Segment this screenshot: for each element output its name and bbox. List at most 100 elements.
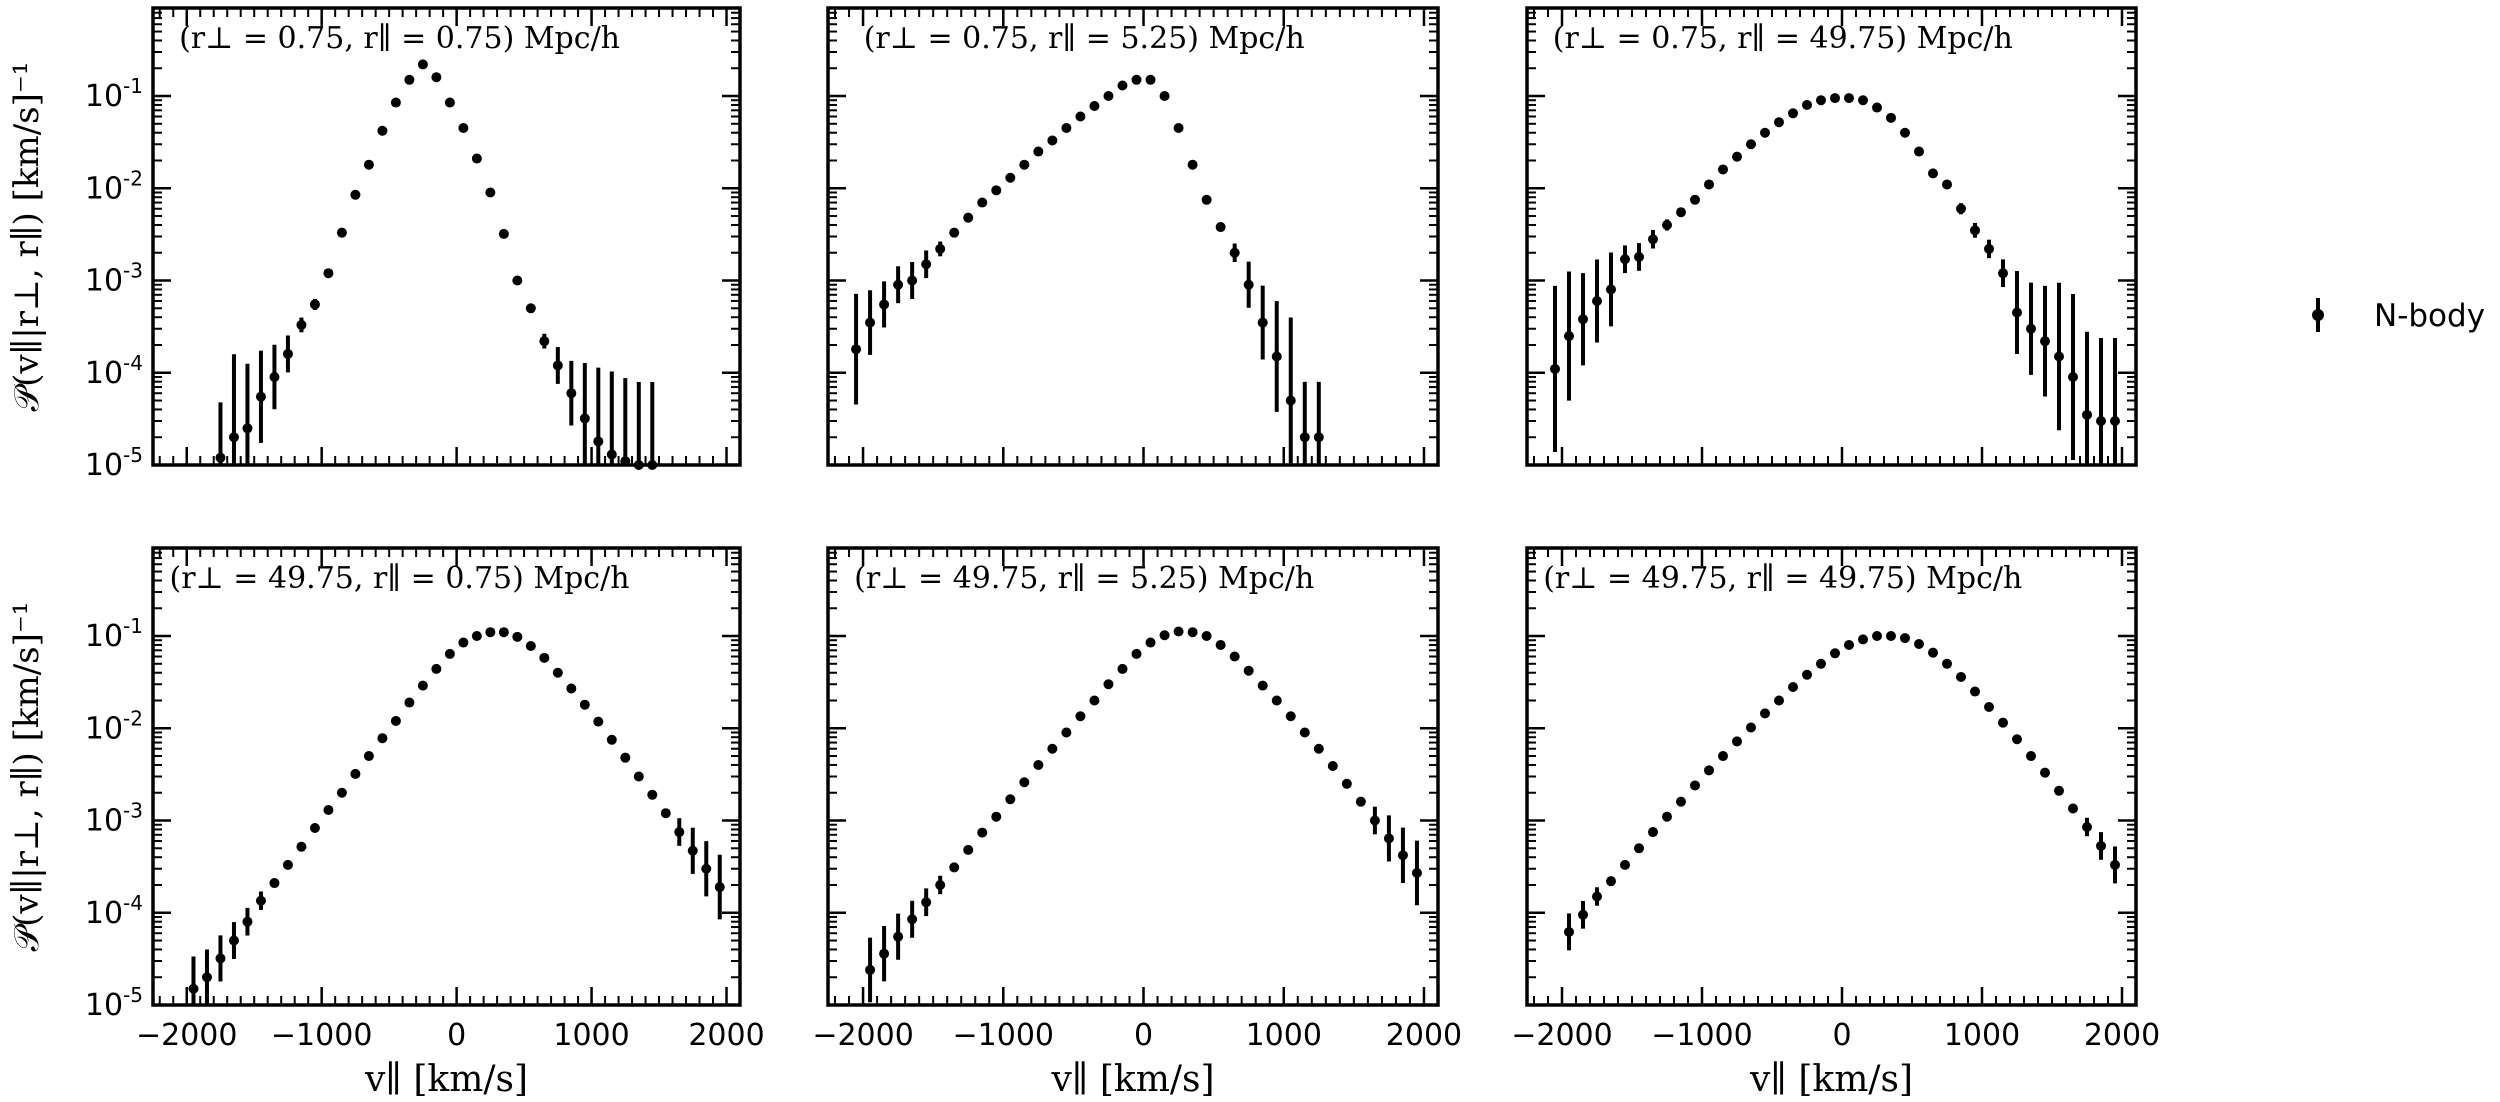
marker <box>1928 168 1938 179</box>
marker <box>1271 351 1282 362</box>
marker <box>714 882 725 893</box>
axes-frame <box>826 546 1440 1007</box>
data-point <box>1704 179 1714 190</box>
data-point <box>323 805 334 816</box>
marker <box>215 953 226 964</box>
data-point <box>1187 159 1198 170</box>
data-point <box>1033 146 1044 157</box>
data-point <box>390 97 401 108</box>
marker <box>1704 179 1714 190</box>
marker <box>579 699 590 710</box>
data-point <box>687 827 698 874</box>
y-tick-label: 10-5 <box>85 983 143 1023</box>
data-point <box>1704 765 1714 776</box>
data-point <box>363 159 374 170</box>
data-point <box>512 631 523 642</box>
marker <box>701 863 712 874</box>
marker <box>1145 637 1156 648</box>
data-point <box>1886 112 1896 123</box>
marker <box>1732 736 1742 747</box>
data-point <box>1229 651 1240 662</box>
marker <box>377 733 388 744</box>
data-point <box>1816 658 1826 669</box>
data-point <box>1159 91 1170 102</box>
marker <box>1662 811 1672 822</box>
marker <box>1648 827 1658 838</box>
marker <box>1355 796 1366 807</box>
marker <box>921 897 932 908</box>
data-point <box>977 827 988 838</box>
marker <box>1942 658 1952 669</box>
legend-label: N-body <box>2374 298 2485 334</box>
x-tick-label: −1000 <box>271 1018 372 1053</box>
data-point <box>1019 777 1030 788</box>
x-tick-label: −2000 <box>1511 1018 1612 1053</box>
data-point <box>1047 743 1058 754</box>
marker <box>1858 95 1868 106</box>
marker <box>2068 803 2078 814</box>
marker <box>1229 651 1240 662</box>
data-point <box>1285 317 1296 465</box>
panel-4: −2000 −1000 0 1000 2000 (r⊥ = 49.75, r∥ = 5.2… <box>812 546 1462 1100</box>
marker <box>363 159 374 170</box>
data-point <box>2054 282 2064 431</box>
data-point <box>1201 631 1212 642</box>
marker <box>633 771 644 782</box>
y-tick-label: 10-3 <box>85 259 143 299</box>
marker <box>1718 164 1728 175</box>
marker <box>949 862 960 873</box>
marker <box>1075 711 1086 722</box>
marker <box>2040 336 2050 347</box>
y-tick-label: 10-1 <box>85 614 143 654</box>
data-point <box>1676 796 1686 807</box>
data-point <box>1830 93 1840 104</box>
marker <box>1089 100 1100 111</box>
data-point <box>1313 381 1324 465</box>
marker <box>1159 630 1170 641</box>
data-point <box>1900 633 1910 644</box>
marker <box>1984 243 1994 254</box>
data-point <box>991 811 1002 822</box>
marker <box>336 787 347 798</box>
panel-3: 10-5 10-4 10-3 10-2 10-1 −2000 −1000 0 1000 2000 (… <box>7 546 765 1100</box>
marker <box>2110 859 2120 870</box>
marker <box>255 895 266 906</box>
marker <box>593 436 604 447</box>
data-point <box>1634 843 1644 854</box>
data-point <box>215 402 226 465</box>
x-tick-label: 0 <box>1832 1018 1851 1053</box>
data-point <box>1285 711 1296 722</box>
data-point <box>539 333 550 349</box>
panel-5: −2000 −1000 0 1000 2000 (r⊥ = 49.75, r∥ = 49.… <box>1511 546 2160 1100</box>
data-point <box>242 907 253 936</box>
data-point <box>282 335 293 373</box>
data-point <box>963 844 974 855</box>
marker <box>1592 295 1602 306</box>
data-point <box>1690 780 1700 791</box>
panel-title: (r⊥ = 0.75, r∥ = 49.75) Mpc/h <box>1553 21 2013 56</box>
marker <box>1774 117 1784 128</box>
axes-frame <box>1525 6 2138 467</box>
data-point <box>1844 639 1854 650</box>
data-point <box>2054 785 2064 796</box>
marker <box>471 153 482 164</box>
panel-title: (r⊥ = 0.75, r∥ = 0.75) Mpc/h <box>179 21 620 56</box>
marker <box>2026 323 2036 334</box>
data-point <box>593 716 604 727</box>
data-point <box>1187 627 1198 638</box>
marker <box>201 972 212 983</box>
marker <box>893 279 904 290</box>
marker <box>647 789 658 800</box>
data-point <box>865 290 876 355</box>
marker <box>1201 631 1212 642</box>
data-point <box>1676 207 1686 218</box>
marker <box>1732 151 1742 162</box>
data-point <box>1830 648 1840 659</box>
data-point <box>851 293 862 405</box>
marker <box>1760 127 1770 138</box>
data-point <box>309 822 320 833</box>
marker <box>1564 926 1574 937</box>
data-point <box>907 262 918 299</box>
data-point <box>879 926 890 982</box>
data-point <box>1564 271 1574 401</box>
